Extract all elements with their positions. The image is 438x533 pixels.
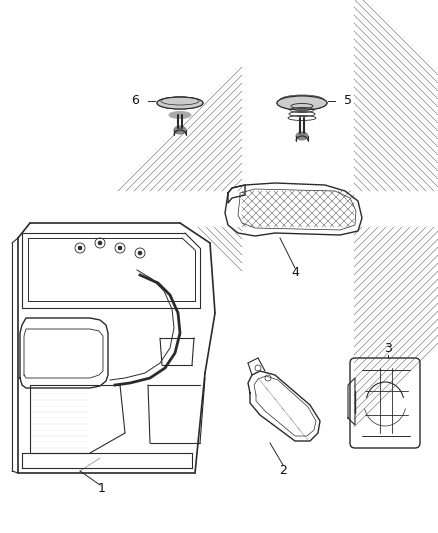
Text: 1: 1 xyxy=(98,482,106,496)
Circle shape xyxy=(98,241,102,245)
Circle shape xyxy=(138,251,142,255)
Ellipse shape xyxy=(296,132,308,140)
Text: 4: 4 xyxy=(291,266,299,279)
Circle shape xyxy=(118,246,122,250)
Circle shape xyxy=(78,246,82,250)
Text: 5: 5 xyxy=(344,94,352,108)
Ellipse shape xyxy=(174,126,186,134)
Ellipse shape xyxy=(169,111,191,118)
Text: 6: 6 xyxy=(131,94,139,108)
Ellipse shape xyxy=(157,97,203,109)
Text: 3: 3 xyxy=(384,342,392,354)
Ellipse shape xyxy=(277,96,327,110)
Text: 2: 2 xyxy=(279,464,287,477)
